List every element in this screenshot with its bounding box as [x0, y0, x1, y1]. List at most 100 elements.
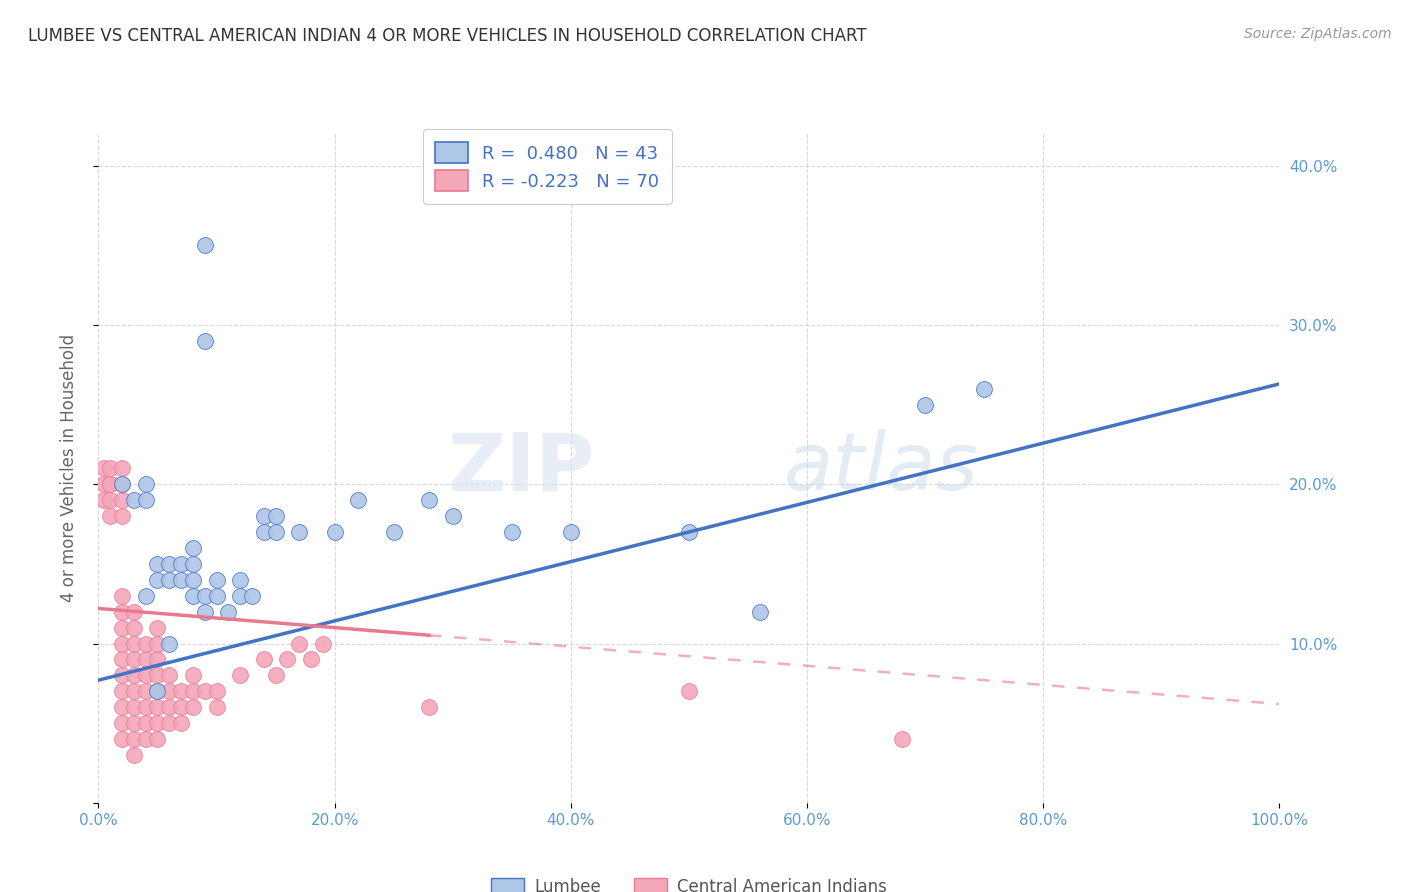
- Point: [146, 621, 169, 635]
- Point: [122, 652, 145, 666]
- Point: [194, 605, 217, 619]
- Point: [253, 652, 276, 666]
- Point: [146, 652, 169, 666]
- Text: atlas: atlas: [783, 429, 979, 508]
- Point: [205, 573, 228, 587]
- Point: [98, 509, 121, 524]
- Point: [122, 732, 145, 747]
- Point: [157, 716, 180, 731]
- Point: [194, 589, 217, 603]
- Point: [253, 509, 276, 524]
- Point: [122, 621, 145, 635]
- Point: [229, 573, 252, 587]
- Point: [135, 716, 157, 731]
- Point: [299, 652, 322, 666]
- Point: [501, 524, 523, 539]
- Point: [194, 684, 217, 698]
- Point: [122, 747, 145, 762]
- Point: [229, 668, 252, 682]
- Point: [157, 668, 180, 682]
- Point: [170, 557, 193, 571]
- Point: [678, 524, 700, 539]
- Point: [135, 668, 157, 682]
- Point: [111, 652, 134, 666]
- Point: [146, 732, 169, 747]
- Point: [98, 477, 121, 491]
- Point: [135, 477, 157, 491]
- Point: [205, 589, 228, 603]
- Text: ZIP: ZIP: [447, 429, 595, 508]
- Point: [264, 668, 287, 682]
- Point: [146, 636, 169, 650]
- Point: [135, 684, 157, 698]
- Point: [135, 732, 157, 747]
- Point: [157, 700, 180, 714]
- Point: [111, 732, 134, 747]
- Point: [135, 652, 157, 666]
- Point: [98, 493, 121, 508]
- Point: [748, 605, 770, 619]
- Point: [288, 524, 311, 539]
- Point: [122, 700, 145, 714]
- Point: [146, 716, 169, 731]
- Point: [135, 636, 157, 650]
- Point: [181, 684, 204, 698]
- Point: [146, 557, 169, 571]
- Point: [135, 589, 157, 603]
- Point: [418, 493, 440, 508]
- Point: [122, 636, 145, 650]
- Point: [181, 589, 204, 603]
- Point: [382, 524, 405, 539]
- Point: [122, 684, 145, 698]
- Point: [312, 636, 335, 650]
- Point: [288, 636, 311, 650]
- Legend: Lumbee, Central American Indians: Lumbee, Central American Indians: [484, 871, 894, 892]
- Point: [111, 477, 134, 491]
- Point: [323, 524, 346, 539]
- Point: [111, 605, 134, 619]
- Point: [146, 573, 169, 587]
- Point: [240, 589, 263, 603]
- Point: [93, 461, 115, 475]
- Point: [678, 684, 700, 698]
- Point: [157, 573, 180, 587]
- Point: [170, 700, 193, 714]
- Point: [973, 382, 995, 396]
- Point: [560, 524, 582, 539]
- Point: [194, 334, 217, 348]
- Point: [264, 524, 287, 539]
- Point: [93, 477, 115, 491]
- Point: [111, 477, 134, 491]
- Point: [146, 668, 169, 682]
- Point: [111, 700, 134, 714]
- Point: [98, 477, 121, 491]
- Point: [93, 493, 115, 508]
- Point: [135, 493, 157, 508]
- Point: [157, 557, 180, 571]
- Point: [111, 509, 134, 524]
- Point: [111, 668, 134, 682]
- Point: [890, 732, 912, 747]
- Point: [205, 684, 228, 698]
- Point: [111, 684, 134, 698]
- Point: [146, 684, 169, 698]
- Point: [170, 716, 193, 731]
- Point: [122, 716, 145, 731]
- Point: [111, 493, 134, 508]
- Point: [170, 573, 193, 587]
- Point: [181, 541, 204, 555]
- Point: [181, 668, 204, 682]
- Point: [122, 605, 145, 619]
- Point: [914, 398, 936, 412]
- Point: [170, 684, 193, 698]
- Point: [98, 461, 121, 475]
- Point: [111, 461, 134, 475]
- Point: [181, 557, 204, 571]
- Point: [229, 589, 252, 603]
- Point: [441, 509, 464, 524]
- Point: [157, 636, 180, 650]
- Point: [122, 493, 145, 508]
- Point: [264, 509, 287, 524]
- Point: [111, 716, 134, 731]
- Point: [111, 621, 134, 635]
